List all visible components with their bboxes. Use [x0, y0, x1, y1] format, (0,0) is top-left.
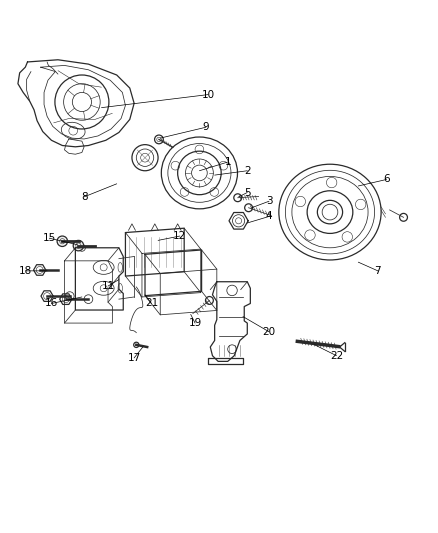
- Text: 2: 2: [244, 166, 251, 176]
- Text: 22: 22: [330, 351, 343, 361]
- Text: 6: 6: [383, 174, 390, 184]
- Text: 16: 16: [45, 298, 58, 309]
- Text: 21: 21: [145, 298, 158, 309]
- Text: 1: 1: [224, 157, 231, 167]
- Text: 17: 17: [127, 353, 141, 363]
- Text: 12: 12: [173, 231, 187, 241]
- Text: 11: 11: [101, 281, 115, 291]
- Text: 15: 15: [42, 233, 56, 243]
- Text: 19: 19: [188, 318, 201, 328]
- Circle shape: [57, 236, 67, 246]
- Text: 9: 9: [203, 122, 209, 132]
- Text: 18: 18: [19, 266, 32, 276]
- Text: 3: 3: [266, 196, 272, 206]
- Text: 4: 4: [266, 212, 272, 221]
- Text: 5: 5: [244, 188, 251, 198]
- Circle shape: [73, 240, 84, 251]
- Text: 20: 20: [262, 327, 276, 337]
- Text: 7: 7: [374, 266, 381, 276]
- Text: 10: 10: [201, 90, 215, 100]
- Text: 8: 8: [81, 192, 88, 202]
